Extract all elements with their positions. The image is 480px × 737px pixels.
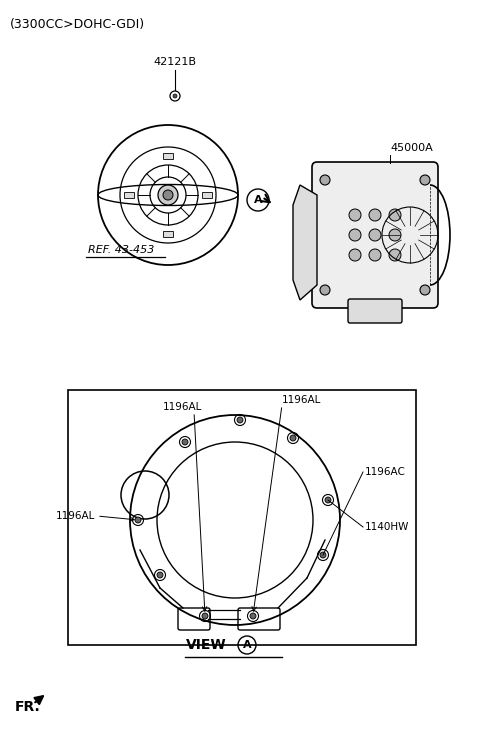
FancyBboxPatch shape bbox=[163, 231, 173, 237]
Circle shape bbox=[250, 613, 256, 619]
Polygon shape bbox=[293, 185, 317, 300]
Circle shape bbox=[325, 497, 331, 503]
Circle shape bbox=[389, 209, 401, 221]
Circle shape bbox=[237, 417, 243, 423]
Circle shape bbox=[182, 439, 188, 445]
Circle shape bbox=[158, 185, 178, 205]
Circle shape bbox=[320, 175, 330, 185]
Text: 1196AC: 1196AC bbox=[365, 467, 406, 477]
Circle shape bbox=[320, 285, 330, 295]
Circle shape bbox=[349, 229, 361, 241]
Bar bbox=[68, 390, 416, 645]
Text: VIEW: VIEW bbox=[186, 638, 227, 652]
Text: 1196AL: 1196AL bbox=[56, 511, 95, 521]
Circle shape bbox=[420, 175, 430, 185]
Circle shape bbox=[202, 613, 208, 619]
FancyBboxPatch shape bbox=[348, 299, 402, 323]
Circle shape bbox=[173, 94, 177, 98]
Circle shape bbox=[389, 249, 401, 261]
Text: (3300CC>DOHC-GDI): (3300CC>DOHC-GDI) bbox=[10, 18, 145, 31]
Circle shape bbox=[320, 552, 326, 558]
Text: 1196AL: 1196AL bbox=[162, 402, 202, 412]
Text: REF. 43-453: REF. 43-453 bbox=[88, 245, 155, 255]
FancyBboxPatch shape bbox=[312, 162, 438, 308]
Text: 42121B: 42121B bbox=[154, 57, 196, 67]
FancyBboxPatch shape bbox=[163, 153, 173, 159]
Circle shape bbox=[135, 517, 141, 523]
Circle shape bbox=[369, 209, 381, 221]
Circle shape bbox=[420, 285, 430, 295]
Circle shape bbox=[349, 249, 361, 261]
Circle shape bbox=[369, 249, 381, 261]
Text: A: A bbox=[254, 195, 262, 205]
Circle shape bbox=[290, 435, 296, 441]
Circle shape bbox=[349, 209, 361, 221]
Circle shape bbox=[389, 229, 401, 241]
Text: 45000A: 45000A bbox=[390, 143, 433, 153]
Text: FR.: FR. bbox=[15, 700, 41, 714]
Text: 1196AL: 1196AL bbox=[282, 395, 322, 405]
FancyBboxPatch shape bbox=[202, 192, 212, 198]
Circle shape bbox=[163, 190, 173, 200]
Circle shape bbox=[369, 229, 381, 241]
Circle shape bbox=[157, 572, 163, 578]
FancyBboxPatch shape bbox=[124, 192, 134, 198]
Circle shape bbox=[247, 189, 269, 211]
Text: 1140HW: 1140HW bbox=[365, 522, 409, 532]
Text: A: A bbox=[243, 640, 252, 650]
